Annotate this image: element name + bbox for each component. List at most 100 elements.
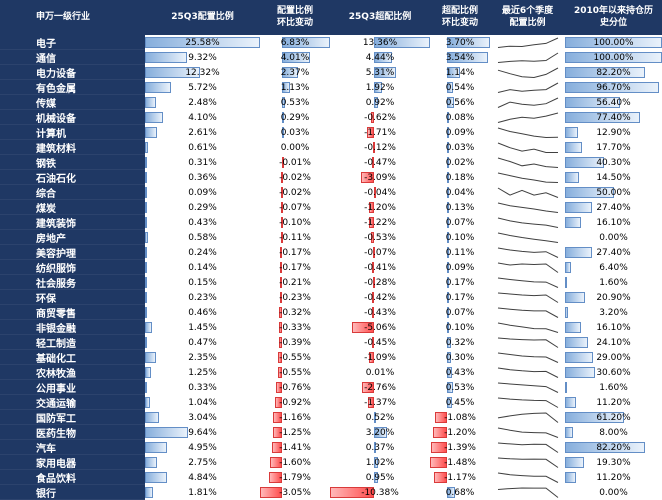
column-header-over: 25Q3超配比例 <box>330 0 430 35</box>
positive-data-bar <box>145 262 147 273</box>
value-text: 6.40% <box>599 262 628 273</box>
value-cell-alloc: 4.84% <box>145 470 260 485</box>
table-row: 电力设备 12.32% 2.37% 5.31% 1.14% 82.20% <box>0 65 662 80</box>
value-text: 1.13% <box>280 82 310 93</box>
positive-data-bar <box>145 187 147 198</box>
value-cell-alloc: 0.23% <box>145 290 260 305</box>
value-text: 0.30% <box>445 352 475 363</box>
value-cell-over: 0.52% <box>330 410 430 425</box>
value-cell-over: -0.53% <box>330 230 430 245</box>
value-cell-over_chg: 0.02% <box>430 155 490 170</box>
positive-data-bar <box>373 412 376 423</box>
value-text: 0.45% <box>445 397 475 408</box>
positive-data-bar <box>145 37 260 48</box>
value-cell-hist: 11.20% <box>565 470 662 485</box>
column-header-text: 环比变动 <box>441 17 478 28</box>
positive-data-bar <box>145 247 147 258</box>
value-cell-over_chg: -1.08% <box>430 410 490 425</box>
negative-data-bar <box>369 352 374 363</box>
value-cell-alloc: 4.10% <box>145 110 260 125</box>
column-header-text: 申万一级行业 <box>36 11 91 22</box>
negative-data-bar <box>366 127 374 138</box>
industry-label: 电子 <box>0 35 145 50</box>
value-cell-hist: 77.40% <box>565 110 662 125</box>
negative-data-bar <box>277 352 282 363</box>
value-cell-alloc: 0.29% <box>145 200 260 215</box>
value-text: 100.00% <box>593 37 634 48</box>
table-row: 农林牧渔 1.25% -0.55% 0.01% 0.43% 30.60% <box>0 365 662 380</box>
table-row: 机械设备 4.10% 0.29% -0.62% 0.08% 77.40% <box>0 110 662 125</box>
value-text: 0.02% <box>445 157 475 168</box>
positive-data-bar <box>447 67 461 78</box>
industry-label: 国防军工 <box>0 410 145 425</box>
positive-data-bar <box>565 367 595 378</box>
value-cell-alloc: 0.24% <box>145 245 260 260</box>
value-cell-over_chg: 0.13% <box>430 200 490 215</box>
value-text: 24.10% <box>596 337 631 348</box>
column-header-alloc-chg: 配置比例 环比变动 <box>260 0 330 35</box>
positive-data-bar <box>565 382 567 393</box>
positive-data-bar <box>145 337 148 348</box>
value-cell-hist: 30.60% <box>565 365 662 380</box>
positive-data-bar <box>145 127 157 138</box>
sparkline-chart <box>490 65 565 80</box>
value-cell-over: 0.92% <box>330 95 430 110</box>
value-text: 0.23% <box>188 292 217 303</box>
value-text: 40.30% <box>596 157 631 168</box>
value-text: 1.25% <box>188 367 217 378</box>
value-cell-over_chg: 0.18% <box>430 170 490 185</box>
industry-label: 非银金融 <box>0 320 145 335</box>
table-row: 建筑装饰 0.43% -0.10% -1.22% 0.07% 16.10% <box>0 215 662 230</box>
value-text: 27.40% <box>596 247 631 258</box>
table-row: 计算机 2.61% 0.03% -1.71% 0.09% 12.90% <box>0 125 662 140</box>
value-cell-hist: 14.50% <box>565 170 662 185</box>
positive-data-bar <box>447 52 489 63</box>
value-text: 1.04% <box>188 397 217 408</box>
value-text: 0.37% <box>365 442 395 453</box>
value-text: -0.55% <box>279 352 311 363</box>
value-cell-over: 5.31% <box>330 65 430 80</box>
value-text: 0.95% <box>365 472 395 483</box>
value-text: 4.95% <box>188 442 217 453</box>
negative-data-bar <box>271 442 282 453</box>
value-cell-over: 4.44% <box>330 50 430 65</box>
sparkline-chart <box>490 440 565 455</box>
value-text: -0.01% <box>279 157 311 168</box>
value-cell-hist: 96.70% <box>565 80 662 95</box>
value-text: 9.64% <box>188 427 217 438</box>
value-text: -0.47% <box>364 157 396 168</box>
value-text: 0.32% <box>445 337 475 348</box>
sparkline-chart <box>490 350 565 365</box>
value-text: 0.52% <box>365 412 395 423</box>
negative-data-bar <box>373 142 376 153</box>
value-text: 3.20% <box>599 307 628 318</box>
value-text: -0.39% <box>279 337 311 348</box>
value-cell-over: -0.04% <box>330 185 430 200</box>
negative-data-bar <box>268 472 282 483</box>
value-text: 0.24% <box>188 247 217 258</box>
value-text: 5.31% <box>365 67 395 78</box>
industry-label: 房地产 <box>0 230 145 245</box>
value-cell-hist: 1.60% <box>565 275 662 290</box>
value-text: 4.10% <box>188 112 217 123</box>
value-cell-over_chg: 1.14% <box>430 65 490 80</box>
value-cell-over_chg: 0.04% <box>430 185 490 200</box>
positive-data-bar <box>565 82 659 93</box>
value-cell-alloc: 1.25% <box>145 365 260 380</box>
value-text: 96.70% <box>596 82 631 93</box>
value-text: 0.58% <box>188 232 217 243</box>
sparkline-chart <box>490 140 565 155</box>
positive-data-bar <box>373 67 397 78</box>
value-text: 13.36% <box>362 37 398 48</box>
value-cell-alloc_chg: -0.10% <box>260 215 330 230</box>
industry-label: 综合 <box>0 185 145 200</box>
value-text: -0.02% <box>279 172 311 183</box>
positive-data-bar <box>565 472 576 483</box>
negative-data-bar <box>276 382 282 393</box>
value-text: 0.92% <box>365 97 395 108</box>
value-text: -0.23% <box>279 292 311 303</box>
value-text: -0.53% <box>364 232 396 243</box>
negative-data-bar <box>280 217 283 228</box>
value-cell-alloc_chg: -0.02% <box>260 185 330 200</box>
value-text: 100.00% <box>593 52 634 63</box>
